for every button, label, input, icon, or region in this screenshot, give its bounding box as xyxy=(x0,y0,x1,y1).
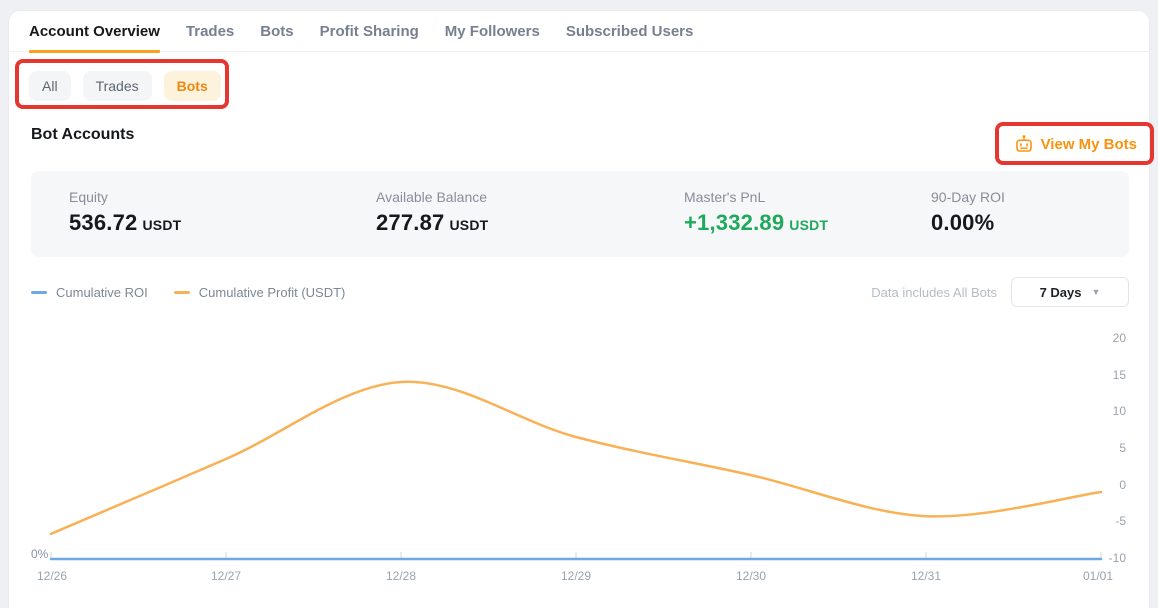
stat-masters-pnl: Master's PnL +1,332.89 USDT xyxy=(684,189,931,257)
stat-label: Equity xyxy=(69,189,108,205)
section-title: Bot Accounts xyxy=(31,126,135,143)
stat-value: 0.00% xyxy=(931,210,995,235)
legend-cumulative-roi[interactable]: Cumulative ROI xyxy=(31,285,148,300)
left-axis-zero-label: 0% xyxy=(31,547,49,561)
chart-canvas xyxy=(49,380,1103,561)
tab-my-followers[interactable]: My Followers xyxy=(444,22,540,40)
profit-legend-dash-icon xyxy=(173,290,190,294)
filter-pill-trades[interactable]: Trades xyxy=(82,71,152,101)
bot-account-stats-panel: Equity 536.72 USDT Available Balance 277.… xyxy=(31,171,1129,257)
tab-subscribed-users[interactable]: Subscribed Users xyxy=(565,22,694,40)
roi-legend-dash-icon xyxy=(31,290,47,294)
stat-value: 536.72 USDT xyxy=(69,210,182,235)
stat-label: 90-Day ROI xyxy=(931,189,1005,205)
legend-label: Cumulative ROI xyxy=(56,284,148,300)
y-axis-tick: 15 xyxy=(1112,367,1126,382)
y-axis-tick: 5 xyxy=(1119,441,1126,455)
tab-account-overview[interactable]: Account Overview xyxy=(29,11,160,53)
chevron-down-icon: ▼ xyxy=(1091,287,1101,297)
stat-value: 277.87 USDT xyxy=(376,210,489,235)
y-axis-tick: 0 xyxy=(1119,477,1126,492)
chart-header-row: Cumulative ROI Cumulative Profit (USDT) … xyxy=(31,273,1129,311)
y-axis-tick: 10 xyxy=(1112,404,1126,419)
stat-value: +1,332.89 USDT xyxy=(684,210,829,235)
robot-icon xyxy=(1014,134,1034,154)
stat-available-balance: Available Balance 277.87 USDT xyxy=(376,189,684,257)
stat-label: Master's PnL xyxy=(684,189,766,205)
y-axis-tick: 20 xyxy=(1112,331,1126,345)
top-tab-bar: Account Overview Trades Bots Profit Shar… xyxy=(9,11,1149,53)
x-axis-tick: 12/26 xyxy=(36,569,68,583)
filter-pill-bots[interactable]: Bots xyxy=(163,71,221,101)
y-axis-tick: -10 xyxy=(1108,551,1126,565)
x-axis-tick: 12/30 xyxy=(735,569,767,583)
y-axis-tick: -5 xyxy=(1115,514,1126,529)
stat-90-day-roi: 90-Day ROI 0.00% xyxy=(931,189,1129,257)
legend-label: Cumulative Profit (USDT) xyxy=(198,284,346,300)
view-my-bots-label: View My Bots xyxy=(1040,135,1137,153)
tab-bots[interactable]: Bots xyxy=(260,22,294,40)
time-range-dropdown[interactable]: 7 Days ▼ xyxy=(1011,277,1129,307)
chart-legend: Cumulative ROI Cumulative Profit (USDT) xyxy=(31,285,345,300)
x-axis-tick: 12/28 xyxy=(385,569,417,583)
data-scope-note: Data includes All Bots xyxy=(871,284,997,300)
account-overview-card: Account Overview Trades Bots Profit Shar… xyxy=(8,10,1154,608)
performance-chart: 0% 20 15 10 5 0 -5 -10 12/26 12/27 12/28… xyxy=(29,326,1133,598)
stat-label: Available Balance xyxy=(376,189,488,205)
time-range-value: 7 Days xyxy=(1039,284,1082,300)
legend-cumulative-profit[interactable]: Cumulative Profit (USDT) xyxy=(173,284,346,300)
x-axis-tick: 01/01 xyxy=(1082,569,1114,583)
stat-equity: Equity 536.72 USDT xyxy=(69,189,376,257)
account-type-filter: All Trades Bots xyxy=(29,71,221,101)
filter-pill-all[interactable]: All xyxy=(29,71,71,101)
x-axis-tick: 12/29 xyxy=(560,569,592,583)
x-axis-tick: 12/31 xyxy=(910,569,942,583)
tab-trades[interactable]: Trades xyxy=(185,22,235,40)
x-axis-tick: 12/27 xyxy=(210,569,242,583)
view-my-bots-button[interactable]: View My Bots xyxy=(1014,132,1137,156)
tab-profit-sharing[interactable]: Profit Sharing xyxy=(319,22,419,40)
chart-controls: Data includes All Bots 7 Days ▼ xyxy=(871,277,1129,307)
